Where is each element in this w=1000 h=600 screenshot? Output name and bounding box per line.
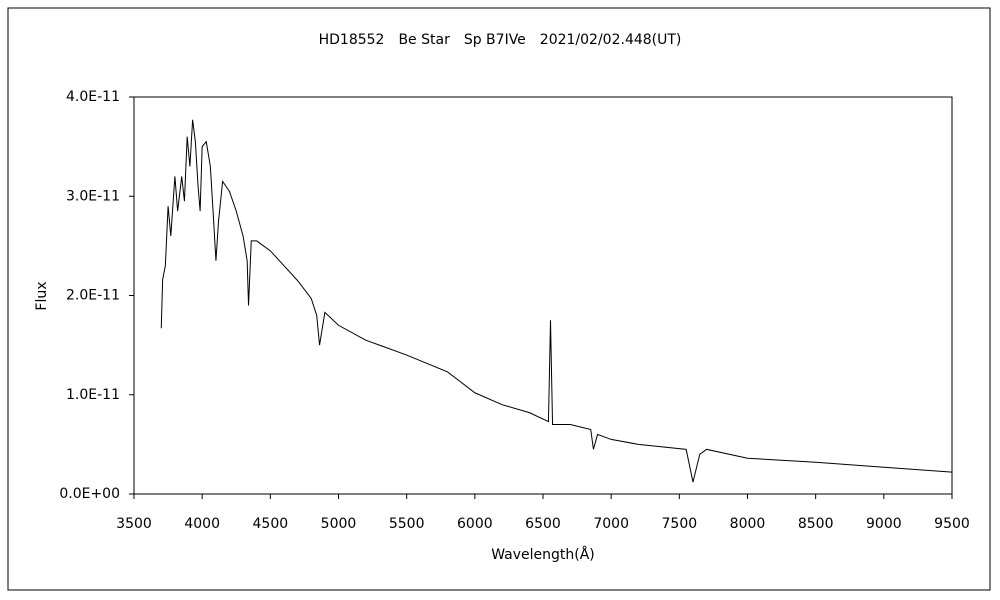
x-tick-label: 6500 <box>525 516 561 532</box>
y-tick-label: 0.0E+00 <box>59 486 120 502</box>
y-tick-label: 2.0E-11 <box>66 288 120 304</box>
x-tick-label: 4500 <box>253 516 289 532</box>
y-axis-label: Flux <box>34 281 50 310</box>
x-tick-label: 7000 <box>593 516 629 532</box>
chart-frame <box>7 7 991 591</box>
spectrum-line <box>160 119 953 483</box>
x-tick-label: 9000 <box>866 516 902 532</box>
x-tick-label: 6000 <box>457 516 493 532</box>
x-tick-label: 8500 <box>798 516 834 532</box>
x-tick-label: 5000 <box>321 516 357 532</box>
x-tick-label: 3500 <box>116 516 152 532</box>
y-tick-label: 4.0E-11 <box>66 89 120 105</box>
x-tick-label: 5500 <box>389 516 425 532</box>
x-tick-label: 8000 <box>730 516 766 532</box>
x-axis-label: Wavelength(Å) <box>491 546 595 563</box>
y-tick-label: 3.0E-11 <box>66 188 120 204</box>
x-tick-label: 7500 <box>662 516 698 532</box>
x-tick-label: 4000 <box>184 516 220 532</box>
y-tick-label: 1.0E-11 <box>66 387 120 403</box>
x-tick-label: 9500 <box>934 516 970 532</box>
chart-title: HD18552 Be Star Sp B7IVe 2021/02/02.448(… <box>319 32 682 48</box>
